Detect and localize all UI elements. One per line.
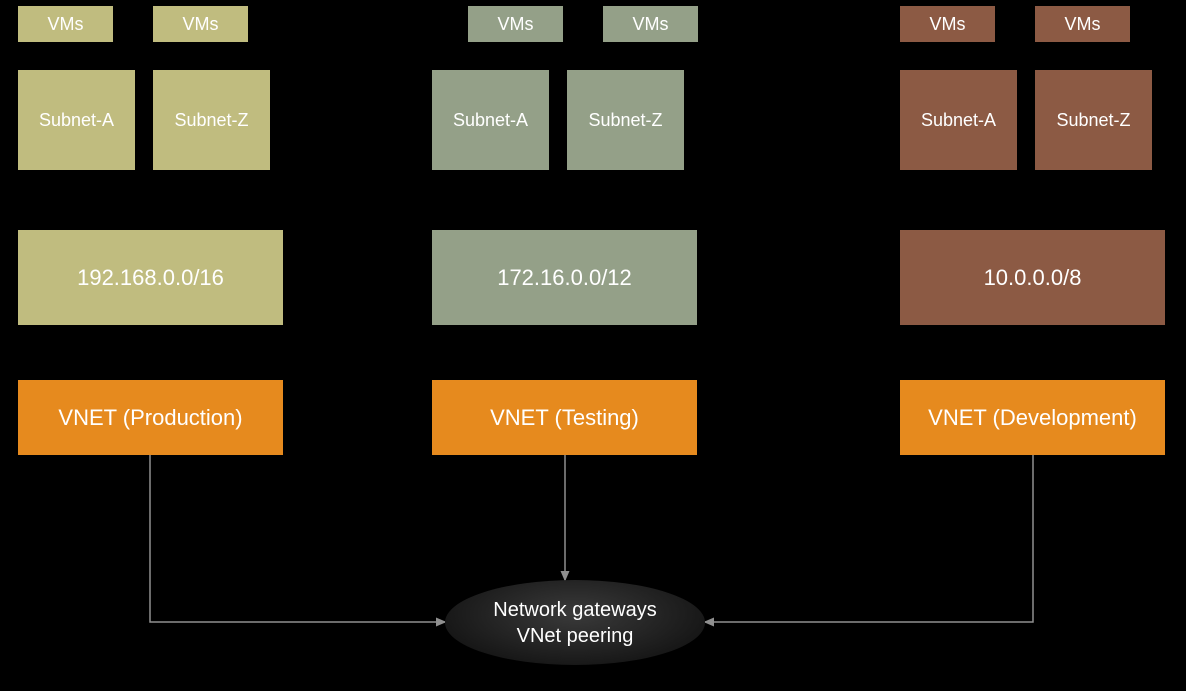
- vnet-label: VNET (Development): [928, 405, 1137, 431]
- vm-label: VMs: [1065, 14, 1101, 35]
- vm-label: VMs: [183, 14, 219, 35]
- vm-box-development-1: VMs: [900, 6, 995, 42]
- subnet-box-testing-a: Subnet-A: [432, 70, 549, 170]
- vm-label: VMs: [498, 14, 534, 35]
- cidr-label: 192.168.0.0/16: [77, 265, 224, 291]
- vm-label: VMs: [48, 14, 84, 35]
- connector-development: [705, 455, 1033, 622]
- vnet-label: VNET (Testing): [490, 405, 639, 431]
- gateway-label-1: Network gateways: [493, 597, 656, 623]
- gateway-label-2: VNet peering: [517, 623, 634, 649]
- vm-box-development-2: VMs: [1035, 6, 1130, 42]
- vm-box-production-2: VMs: [153, 6, 248, 42]
- cidr-box-testing: 172.16.0.0/12: [432, 230, 697, 325]
- vm-label: VMs: [930, 14, 966, 35]
- subnet-label: Subnet-Z: [1056, 110, 1130, 131]
- subnet-label: Subnet-A: [921, 110, 996, 131]
- subnet-label: Subnet-Z: [174, 110, 248, 131]
- vm-box-production-1: VMs: [18, 6, 113, 42]
- cidr-box-development: 10.0.0.0/8: [900, 230, 1165, 325]
- subnet-label: Subnet-A: [453, 110, 528, 131]
- cidr-box-production: 192.168.0.0/16: [18, 230, 283, 325]
- subnet-box-production-z: Subnet-Z: [153, 70, 270, 170]
- connector-production: [150, 455, 445, 622]
- vm-box-testing-2: VMs: [603, 6, 698, 42]
- subnet-box-testing-z: Subnet-Z: [567, 70, 684, 170]
- vnet-box-testing: VNET (Testing): [432, 380, 697, 455]
- cidr-label: 172.16.0.0/12: [497, 265, 632, 291]
- vnet-label: VNET (Production): [58, 405, 242, 431]
- cidr-label: 10.0.0.0/8: [984, 265, 1082, 291]
- subnet-label: Subnet-Z: [588, 110, 662, 131]
- vm-label: VMs: [633, 14, 669, 35]
- subnet-label: Subnet-A: [39, 110, 114, 131]
- vnet-box-development: VNET (Development): [900, 380, 1165, 455]
- gateway-ellipse: Network gateways VNet peering: [445, 580, 705, 665]
- subnet-box-production-a: Subnet-A: [18, 70, 135, 170]
- subnet-box-development-a: Subnet-A: [900, 70, 1017, 170]
- subnet-box-development-z: Subnet-Z: [1035, 70, 1152, 170]
- vm-box-testing-1: VMs: [468, 6, 563, 42]
- vnet-box-production: VNET (Production): [18, 380, 283, 455]
